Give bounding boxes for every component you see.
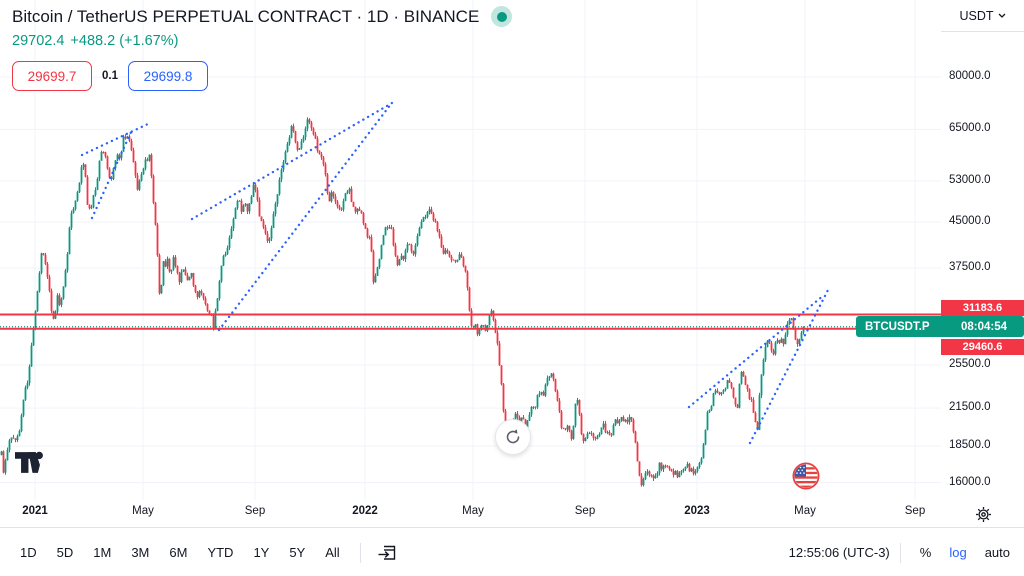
countdown-badge[interactable]: BTCUSDT.P 08:04:54 — [856, 316, 1024, 337]
range-button-5y[interactable]: 5Y — [280, 540, 314, 565]
range-button-5d[interactable]: 5D — [48, 540, 83, 565]
replay-button[interactable] — [495, 419, 531, 455]
time-tick-label: May — [132, 505, 154, 517]
price-tick-label: 37500.0 — [949, 261, 991, 273]
price-tick-label: 21500.0 — [949, 401, 991, 414]
market-status-icon[interactable] — [491, 6, 513, 27]
market-status-dot — [496, 11, 507, 22]
order-panel: 29699.7 0.1 29699.8 — [12, 61, 512, 91]
price-tick-label: 25500.0 — [949, 358, 991, 371]
bar-countdown: 08:04:54 — [960, 320, 1008, 333]
range-buttons: 1D 5D 1M 3M 6M YTD 1Y 5Y All — [10, 540, 350, 565]
replay-arrow-icon — [506, 429, 520, 444]
price-tick-label: 16000.0 — [949, 475, 991, 488]
range-button-ytd[interactable]: YTD — [198, 540, 242, 565]
price-change-value: +488.2 (+1.67%) — [70, 33, 179, 49]
toolbar-divider — [359, 542, 361, 563]
last-price-value: 29702.4 — [12, 33, 65, 49]
chart-pane[interactable]: Bitcoin / TetherUS PERPETUAL CONTRACT · … — [0, 0, 941, 500]
candlestick-chart-canvas[interactable] — [0, 0, 941, 500]
range-button-1y[interactable]: 1Y — [244, 540, 278, 565]
currency-label: USDT — [959, 8, 994, 23]
range-button-6m[interactable]: 6M — [160, 540, 196, 565]
sell-button[interactable]: 29699.7 — [12, 61, 92, 91]
log-scale-button[interactable]: log — [949, 545, 967, 560]
price-tick-label: 18500.0 — [949, 439, 991, 452]
tradingview-logo-glyph — [15, 451, 44, 473]
auto-scale-button[interactable]: auto — [984, 545, 1010, 560]
chart-legend: Bitcoin / TetherUS PERPETUAL CONTRACT · … — [12, 6, 513, 91]
time-tick-label: May — [794, 505, 816, 517]
range-button-all[interactable]: All — [316, 540, 348, 565]
price-tick-label: 45000.0 — [949, 215, 991, 228]
chevron-down-icon — [998, 13, 1005, 18]
range-button-3m[interactable]: 3M — [122, 540, 158, 565]
time-tick-label: May — [462, 505, 484, 517]
tradingview-logo[interactable] — [15, 451, 50, 479]
price-tick-label: 53000.0 — [949, 173, 991, 186]
clock-utc[interactable]: 12:55:06 (UTC-3) — [788, 545, 890, 560]
us-flag-graphic — [792, 462, 820, 490]
time-tick-label: 2021 — [22, 505, 48, 517]
countdown-symbol: BTCUSDT.P — [865, 320, 930, 333]
time-tick-label: 2022 — [352, 505, 378, 517]
symbol-title[interactable]: Bitcoin / TetherUS PERPETUAL CONTRACT · … — [12, 6, 480, 26]
time-tick-label: Sep — [244, 505, 266, 517]
price-tick-label: 65000.0 — [949, 122, 991, 135]
time-tick-label: 2023 — [684, 505, 710, 517]
upper-line-price-badge[interactable]: 31183.6 — [941, 300, 1024, 316]
spread-value: 0.1 — [102, 70, 118, 82]
calendar-arrow-icon — [378, 545, 395, 560]
percent-scale-button[interactable]: % — [919, 545, 932, 560]
time-tick-label: Sep — [904, 505, 926, 517]
time-scale[interactable]: 2021 May Sep 2022 May Sep 2023 May Sep — [0, 500, 1024, 527]
currency-dropdown[interactable]: USDT — [941, 0, 1024, 32]
toolbar-divider-right — [899, 542, 901, 563]
range-button-1d[interactable]: 1D — [11, 540, 46, 565]
range-button-1m[interactable]: 1M — [84, 540, 120, 565]
us-flag-event-icon[interactable] — [792, 462, 820, 490]
buy-button[interactable]: 29699.8 — [128, 61, 208, 91]
price-readout: 29702.4 +488.2 (+1.67%) — [12, 33, 512, 49]
bottom-toolbar: 1D 5D 1M 3M 6M YTD 1Y 5Y All 12:55:06 (UTC-3) % … — [0, 527, 1024, 576]
time-tick-label: Sep — [574, 505, 596, 517]
go-to-date-button[interactable] — [377, 542, 398, 563]
gear-icon[interactable] — [972, 503, 994, 525]
lower-line-price-badge[interactable]: 29460.6 — [941, 339, 1024, 355]
price-tick-label: 80000.0 — [949, 70, 991, 83]
price-scale[interactable]: USDT 80000.0 65000.0 53000.0 45000.0 37500.0… — [941, 0, 1024, 500]
